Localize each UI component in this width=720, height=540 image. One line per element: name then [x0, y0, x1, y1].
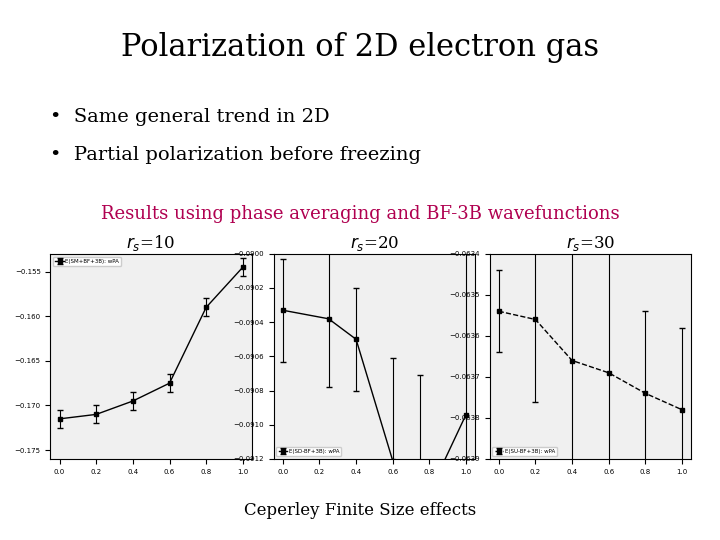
Title: $r_s$=20: $r_s$=20 — [350, 234, 399, 253]
Text: •  Partial polarization before freezing: • Partial polarization before freezing — [50, 146, 421, 164]
Text: •  Same general trend in 2D: • Same general trend in 2D — [50, 108, 330, 126]
Title: $r_s$=30: $r_s$=30 — [566, 234, 615, 253]
Text: Polarization of 2D electron gas: Polarization of 2D electron gas — [121, 32, 599, 63]
Text: Results using phase averaging and BF-3B wavefunctions: Results using phase averaging and BF-3B … — [101, 205, 619, 223]
Legend: E(SM+BF+3B): wPA: E(SM+BF+3B): wPA — [53, 256, 122, 266]
Legend: E(SD-BF+3B): wPA: E(SD-BF+3B): wPA — [276, 447, 341, 456]
Text: Ceperley Finite Size effects: Ceperley Finite Size effects — [244, 502, 476, 519]
Legend: E(SU-BF+3B): wPA: E(SU-BF+3B): wPA — [492, 447, 557, 456]
Title: $r_s$=10: $r_s$=10 — [127, 233, 176, 253]
